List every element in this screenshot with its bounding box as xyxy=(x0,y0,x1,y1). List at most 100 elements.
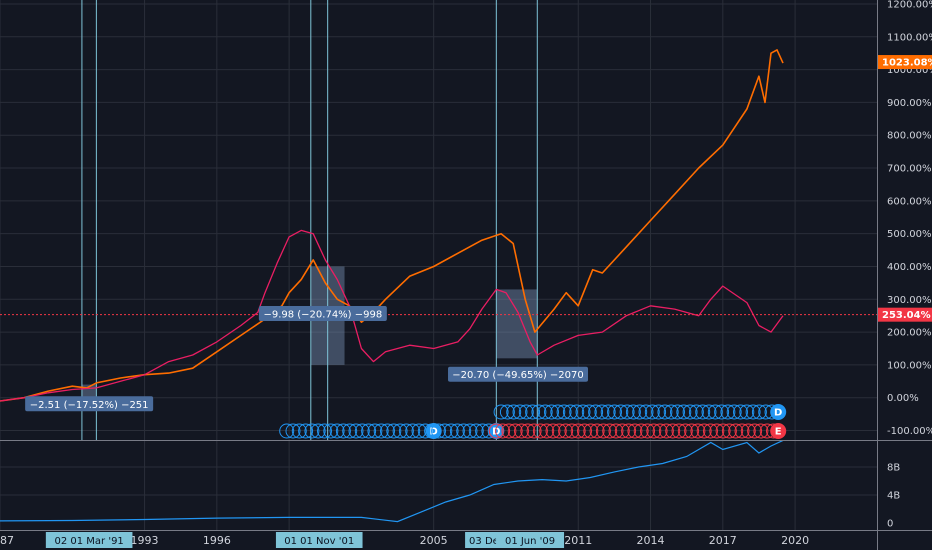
event-marker-circle xyxy=(525,404,541,420)
event-marker-circle xyxy=(715,423,731,439)
y-tick-label: 500.00% xyxy=(887,229,932,240)
event-marker-circle xyxy=(665,423,681,439)
drawdown-label: −20.70 (−49.65%) −2070 xyxy=(452,370,584,381)
x-event-label-bg xyxy=(275,532,363,548)
event-marker-circle xyxy=(589,423,605,439)
event-marker-circle xyxy=(721,423,737,439)
series-layer xyxy=(0,49,784,402)
event-marker-circle xyxy=(298,423,314,439)
orange-value-tag: 1023.08% xyxy=(882,58,932,69)
event-marker-label: D xyxy=(492,427,500,438)
x-tick-label: 2005 xyxy=(420,534,448,547)
event-marker-circle xyxy=(577,423,592,439)
event-marker-circle xyxy=(658,423,674,439)
event-marker-circle xyxy=(595,423,611,439)
event-marker-circle xyxy=(520,423,536,439)
event-marker-label: E xyxy=(775,427,782,438)
drawdown-layer xyxy=(81,266,538,403)
event-marker-circle xyxy=(317,423,332,439)
event-marker-circle xyxy=(526,423,542,439)
event-marker-circle xyxy=(657,404,673,420)
event-marker-circle xyxy=(564,423,580,439)
event-marker-circle xyxy=(575,404,591,420)
annotations: −2.51 (−17.52%) −251 −9.98 (−20.74%) −998… xyxy=(25,55,932,412)
series-line-index xyxy=(0,229,784,402)
event-marker-circle xyxy=(506,404,522,420)
event-marker-circle xyxy=(304,423,320,439)
event-marker-end xyxy=(770,404,787,420)
event-marker-circle xyxy=(531,404,547,420)
event-marker-circle xyxy=(588,404,604,420)
event-marker-circle xyxy=(512,404,528,420)
volume-tick-label: 4B xyxy=(887,491,900,502)
event-marker-circle xyxy=(405,423,421,439)
event-marker-circle xyxy=(335,423,351,439)
event-marker-circle xyxy=(380,423,395,439)
event-marker-circle xyxy=(701,404,717,420)
y-tick-label: 400.00% xyxy=(887,262,932,273)
index-value-tag-bg xyxy=(878,307,932,322)
x-event-label: 01 01 Nov '01 xyxy=(284,536,354,547)
event-marker-circle xyxy=(684,423,700,439)
y-tick-label: -100.00% xyxy=(887,426,932,437)
event-marker-circle xyxy=(323,423,339,439)
event-marker-circle xyxy=(633,423,649,439)
event-marker-circle xyxy=(550,404,566,420)
event-vertical-lines xyxy=(81,0,538,440)
event-marker-circle xyxy=(488,423,504,439)
drawdown-label-bg xyxy=(258,306,387,322)
y-tick-label: 1100.00% xyxy=(887,32,932,43)
event-marker-circle xyxy=(449,423,465,439)
event-marker-circle xyxy=(437,423,453,439)
event-marker-circle xyxy=(690,423,706,439)
drawdown-box xyxy=(496,289,538,359)
event-marker-circle xyxy=(714,404,730,420)
drawdown-label-bg xyxy=(25,396,154,412)
event-marker-circle xyxy=(728,423,744,439)
event-marker-circle xyxy=(545,423,561,439)
event-marker-circle xyxy=(392,423,408,439)
volume-tick-label: 8B xyxy=(887,463,900,474)
y-tick-label: 700.00% xyxy=(887,164,932,175)
event-marker-circle xyxy=(600,404,616,420)
event-marker-circle xyxy=(431,423,446,439)
event-marker-circle xyxy=(676,404,692,420)
event-marker-label: D xyxy=(774,408,782,419)
event-marker-circle xyxy=(734,423,750,439)
x-tick-label: 2020 xyxy=(781,534,809,547)
event-marker-circle xyxy=(644,404,660,420)
event-marker-circle xyxy=(739,404,755,420)
event-marker-circle xyxy=(581,404,597,420)
event-marker-circle xyxy=(651,404,667,420)
event-marker-circle xyxy=(720,404,736,420)
event-marker-circle xyxy=(532,423,548,439)
event-marker-circle xyxy=(696,423,712,439)
event-marker-circle xyxy=(726,404,742,420)
event-marker-circle xyxy=(495,423,511,439)
event-marker-circle xyxy=(709,423,725,439)
event-marker-circle xyxy=(291,423,307,439)
event-marker-circle xyxy=(751,404,767,420)
event-marker-circle xyxy=(443,423,459,439)
event-marker-circle xyxy=(501,423,517,439)
event-marker-circle xyxy=(627,423,643,439)
grid xyxy=(0,0,877,530)
event-marker-circle xyxy=(386,423,402,439)
event-marker-circle xyxy=(558,423,574,439)
event-marker-circle xyxy=(652,423,668,439)
event-marker-circle xyxy=(703,423,718,439)
event-marker-circle xyxy=(688,404,704,420)
drawdown-label: −2.51 (−17.52%) −251 xyxy=(30,400,149,411)
event-marker-end xyxy=(488,423,505,439)
x-tick-label: 2017 xyxy=(709,534,737,547)
y-tick-label: 0.00% xyxy=(887,393,919,404)
y-tick-label: 200.00% xyxy=(887,328,932,339)
event-marker-circle xyxy=(695,404,711,420)
event-marker-circle xyxy=(733,404,748,420)
index-value-tag: 253.04% xyxy=(882,310,931,321)
y-tick-label: 800.00% xyxy=(887,131,932,142)
event-marker-circle xyxy=(638,404,654,420)
drawdown-label-bg xyxy=(448,366,589,382)
